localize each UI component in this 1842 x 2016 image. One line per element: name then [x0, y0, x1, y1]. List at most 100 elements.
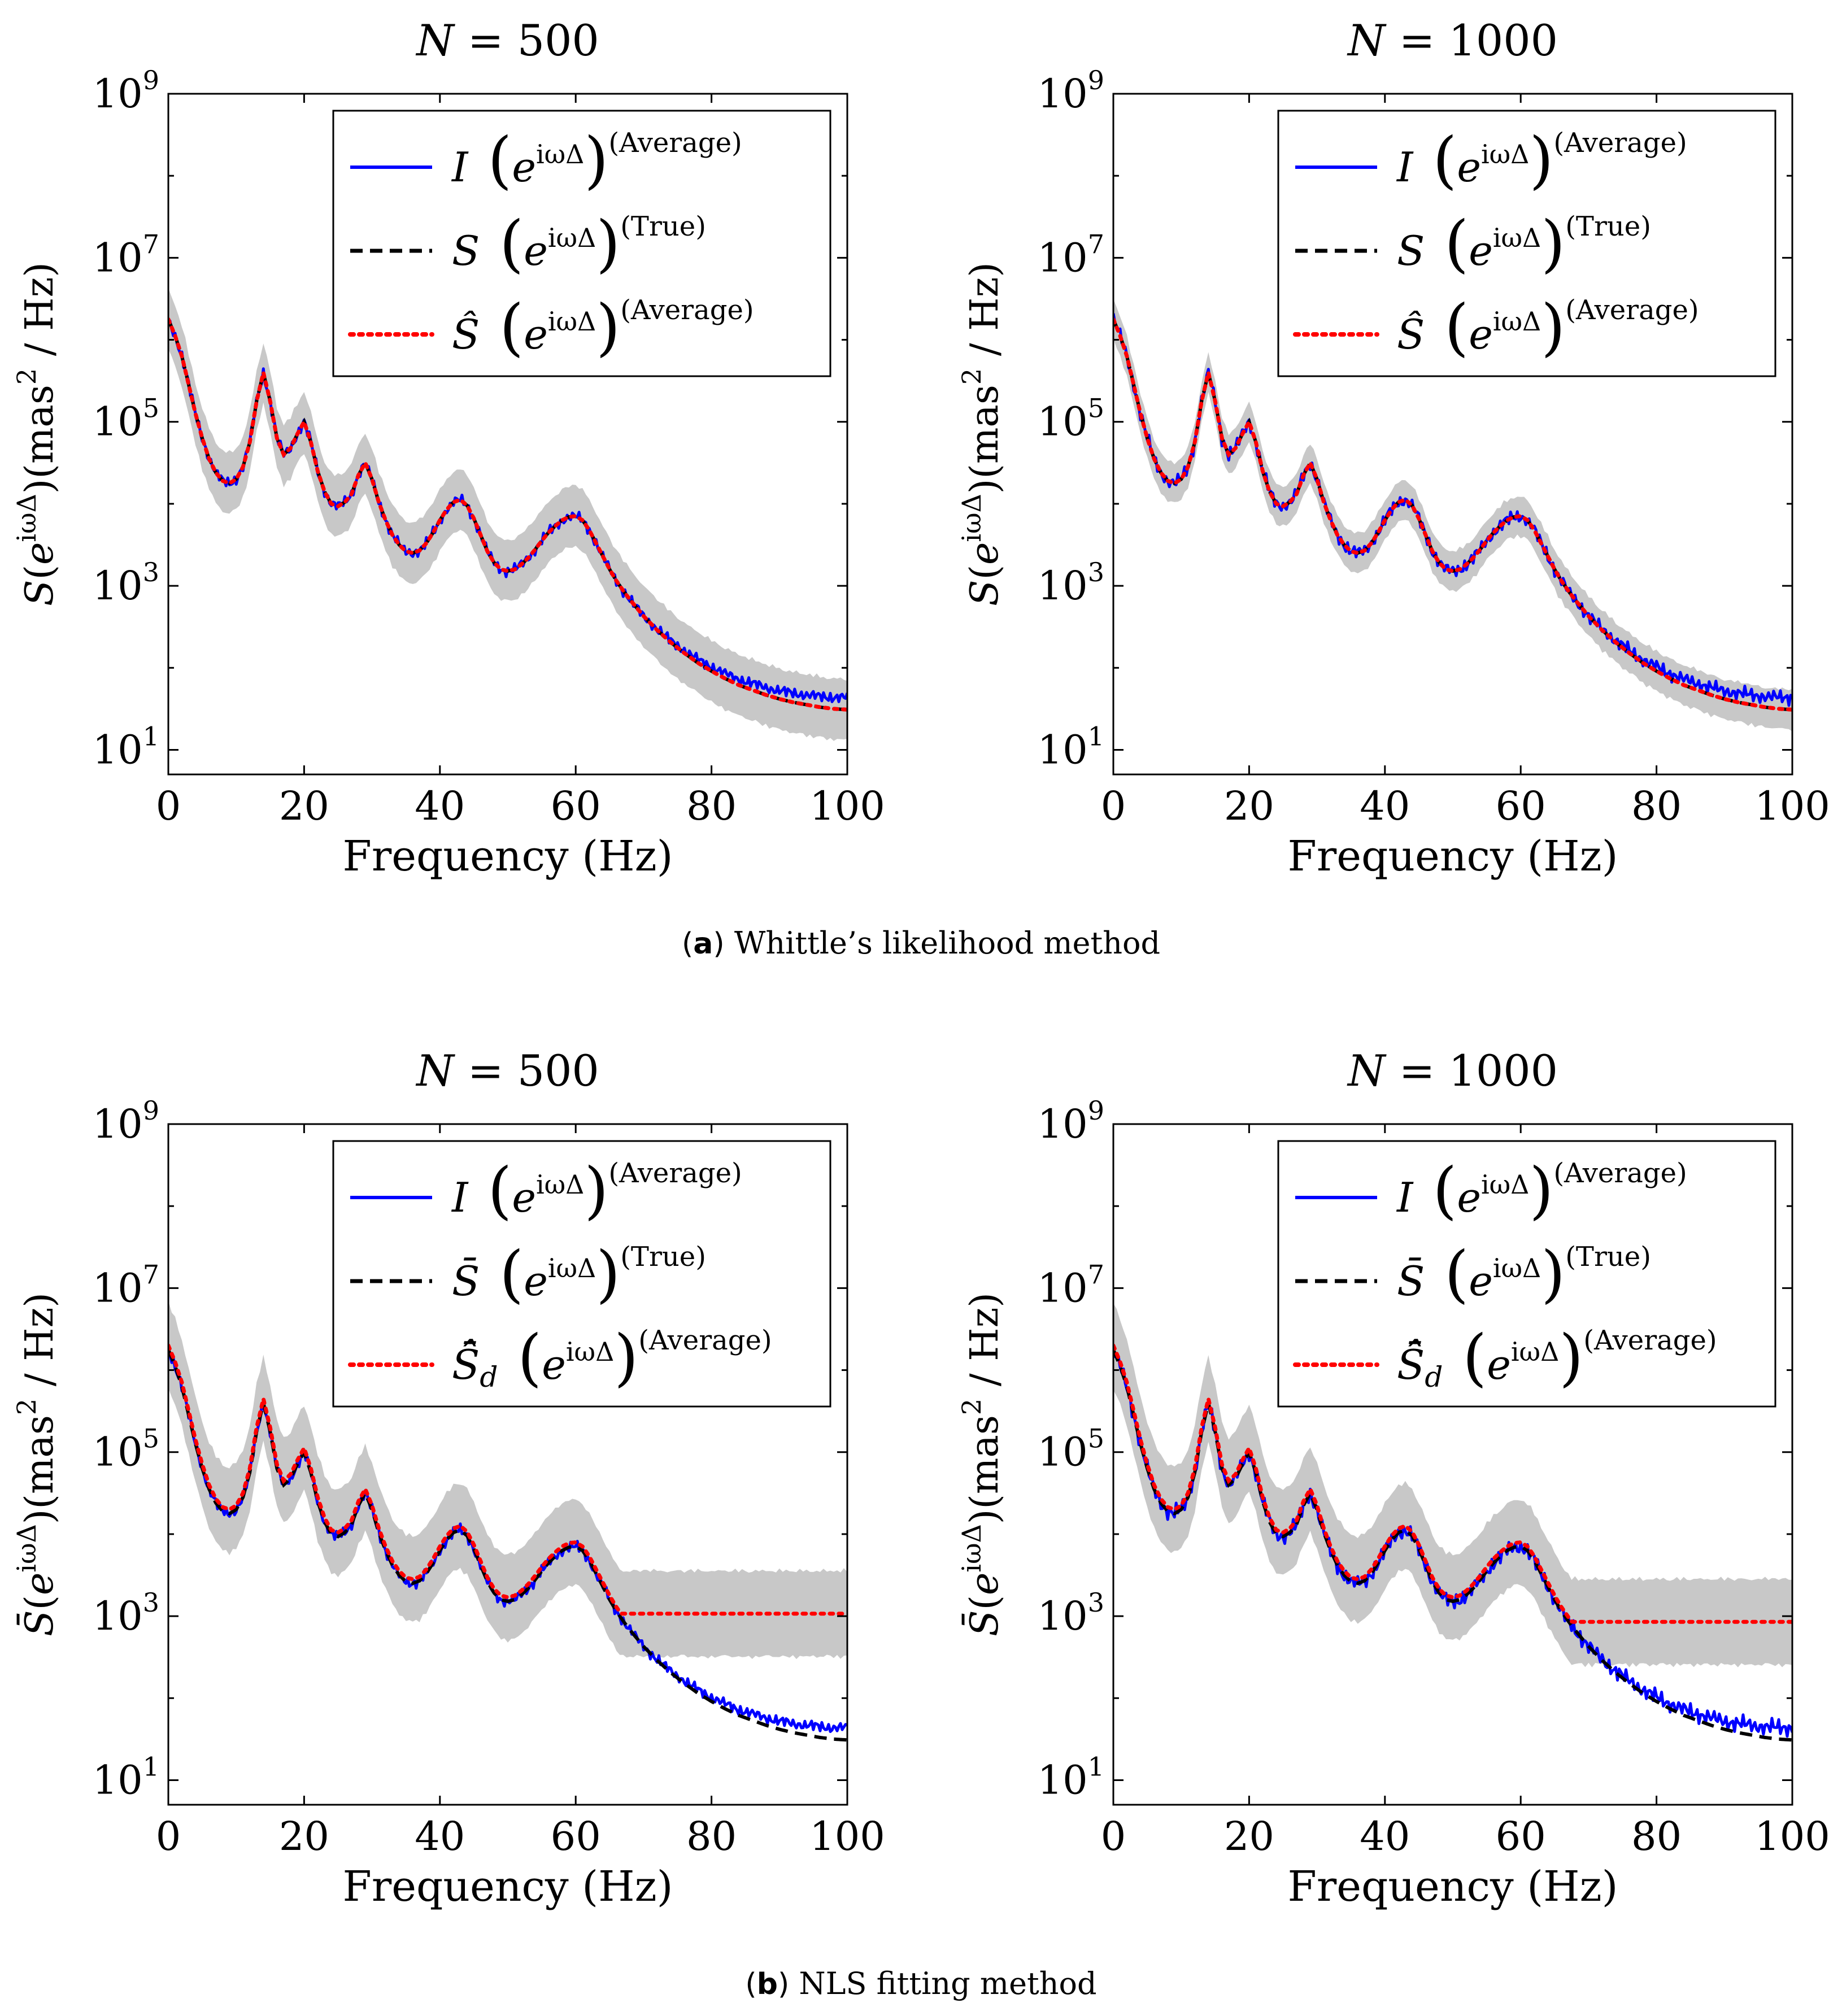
legend-entry: S̄̂d (eiωΔ)(Average): [452, 1321, 772, 1394]
x-tick-label: 80: [1631, 783, 1682, 829]
x-tick-label: 40: [1360, 783, 1410, 829]
caption-a-text: Whittle’s likelihood method: [734, 925, 1161, 961]
caption-b: (b) NLS fitting method: [0, 1966, 1842, 2001]
legend: I (eiωΔ)(Average) S̄ (eiωΔ)(True) S̄̂d (ei…: [332, 1140, 831, 1408]
chart-a-left: 0 20 40 60 80 100 101 103 105 107 109 N = 500 Freque…: [11, 15, 885, 881]
x-tick-label: 60: [1496, 783, 1546, 829]
x-tick-label: 100: [809, 1813, 885, 1860]
plot-area: [168, 1300, 847, 1742]
y-axis-label: S̄(eiωΔ)(mas2 / Hz): [11, 1292, 62, 1636]
x-tick-label: 0: [156, 783, 181, 829]
y-tick-label: 107: [93, 229, 159, 281]
y-tick-label: 105: [1038, 393, 1104, 445]
legend: I (eiωΔ)(Average) S̄ (eiωΔ)(True) S̄̂d (ei…: [1277, 1140, 1776, 1408]
y-tick-label: 103: [93, 557, 159, 609]
legend-entry: I (eiωΔ)(Average): [451, 124, 742, 196]
legend-entry: S (eiωΔ)(True): [452, 207, 706, 280]
x-tick-label: 0: [1101, 783, 1126, 829]
x-tick-label: 40: [415, 783, 465, 829]
y-tick-label: 109: [1038, 65, 1104, 117]
x-tick-label: 100: [1754, 1813, 1830, 1860]
series-estimate: [1113, 1343, 1792, 1624]
legend-entry: S (eiωΔ)(True): [1397, 207, 1651, 280]
x-tick-label: 0: [1101, 1813, 1126, 1860]
x-tick-label: 20: [279, 1813, 329, 1860]
x-tick-label: 20: [279, 783, 329, 829]
y-tick-label: 101: [1038, 721, 1104, 773]
chart-b-right: 0 20 40 60 80 100 101 103 105 107 109 N = 1000 Frequ…: [956, 1046, 1830, 1911]
x-axis-label: Frequency (Hz): [1287, 1862, 1618, 1911]
y-tick-label: 101: [1038, 1751, 1104, 1803]
legend-entry: I (eiωΔ)(Average): [451, 1154, 742, 1226]
axes-frame: [1112, 1123, 1793, 1806]
legend-box: [332, 1140, 831, 1408]
chart-title: N = 1000: [1347, 1046, 1558, 1096]
series-estimate: [1113, 317, 1792, 712]
legend-entry: Ŝ (eiωΔ)(Average): [1397, 291, 1699, 363]
legend-entry: I (eiωΔ)(Average): [1396, 124, 1687, 196]
chart-title: N = 500: [415, 15, 599, 66]
plot-area: [168, 288, 847, 741]
x-tick-label: 60: [551, 1813, 601, 1860]
plot-area: [1113, 1303, 1792, 1742]
y-tick-label: 103: [1038, 557, 1104, 609]
y-axis-label: S(eiωΔ)(mas2 / Hz): [11, 262, 62, 606]
legend-entry: I (eiωΔ)(Average): [1396, 1154, 1687, 1226]
x-tick-label: 60: [1496, 1813, 1546, 1860]
y-axis-label: S(eiωΔ)(mas2 / Hz): [956, 262, 1007, 606]
x-tick-label: 20: [1224, 1813, 1274, 1860]
legend-box: [1277, 110, 1776, 377]
legend-entry: S̄ (eiωΔ)(True): [1397, 1238, 1651, 1310]
confidence-band: [1113, 299, 1792, 732]
y-tick-label: 105: [1038, 1423, 1104, 1475]
legend: I (eiωΔ)(Average) S (eiωΔ)(True) Ŝ (eiωΔ)…: [1277, 110, 1776, 377]
x-tick-label: 80: [686, 783, 737, 829]
axes-frame: [167, 93, 848, 776]
confidence-band: [168, 1300, 847, 1660]
y-tick-label: 101: [93, 721, 159, 773]
y-tick-label: 107: [93, 1259, 159, 1311]
y-tick-label: 105: [93, 1423, 159, 1475]
y-tick-label: 109: [93, 1095, 159, 1147]
x-tick-label: 40: [415, 1813, 465, 1860]
y-axis-label: S̄(eiωΔ)(mas2 / Hz): [956, 1292, 1007, 1636]
confidence-band: [168, 288, 847, 741]
x-axis-label: Frequency (Hz): [1287, 832, 1618, 881]
axes-frame: [167, 1123, 848, 1806]
legend-box: [1277, 1140, 1776, 1408]
x-tick-label: 0: [156, 1813, 181, 1860]
legend-box: [332, 110, 831, 377]
legend-entry: S̄ (eiωΔ)(True): [452, 1238, 706, 1310]
caption-a: (a) Whittle’s likelihood method: [0, 925, 1842, 961]
caption-b-text: NLS fitting method: [799, 1966, 1097, 2001]
x-tick-label: 100: [809, 783, 885, 829]
x-tick-label: 40: [1360, 1813, 1410, 1860]
chart-title: N = 500: [415, 1046, 599, 1096]
confidence-band: [1113, 1303, 1792, 1667]
chart-title: N = 1000: [1347, 15, 1558, 66]
y-tick-label: 107: [1038, 229, 1104, 281]
y-tick-label: 105: [93, 393, 159, 445]
x-tick-label: 20: [1224, 783, 1274, 829]
x-axis-label: Frequency (Hz): [342, 1862, 673, 1911]
x-tick-label: 80: [1631, 1813, 1682, 1860]
series-estimate: [168, 317, 847, 712]
axes-frame: [1112, 93, 1793, 776]
x-tick-label: 60: [551, 783, 601, 829]
y-tick-label: 103: [93, 1587, 159, 1639]
y-tick-label: 109: [1038, 1095, 1104, 1147]
y-tick-label: 101: [93, 1751, 159, 1803]
legend: I (eiωΔ)(Average) S (eiωΔ)(True) Ŝ (eiωΔ)…: [332, 110, 831, 377]
x-tick-label: 80: [686, 1813, 737, 1860]
series-estimate: [168, 1343, 847, 1616]
x-tick-label: 100: [1754, 783, 1830, 829]
caption-a-label: (a): [681, 927, 725, 961]
caption-b-label: (b): [745, 1967, 790, 2001]
legend-entry: Ŝ (eiωΔ)(Average): [452, 291, 754, 363]
y-tick-label: 103: [1038, 1587, 1104, 1639]
chart-b-left: 0 20 40 60 80 100 101 103 105 107 109 N = 500 Freque…: [11, 1046, 885, 1911]
legend-entry: S̄̂d (eiωΔ)(Average): [1397, 1321, 1717, 1394]
y-tick-label: 107: [1038, 1259, 1104, 1311]
series-true: [1113, 319, 1792, 712]
